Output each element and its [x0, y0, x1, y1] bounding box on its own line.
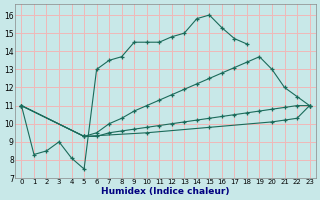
- X-axis label: Humidex (Indice chaleur): Humidex (Indice chaleur): [101, 187, 230, 196]
